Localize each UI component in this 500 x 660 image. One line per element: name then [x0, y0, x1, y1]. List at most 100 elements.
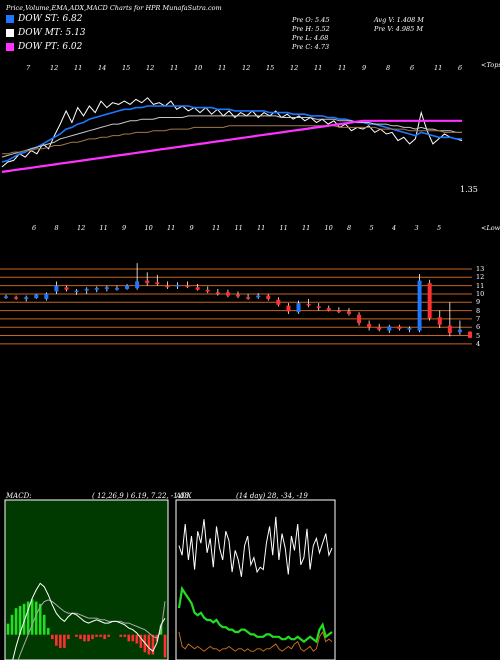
candle-body [387, 326, 392, 331]
candle-body [185, 285, 190, 288]
macd-histogram-bar [75, 634, 78, 637]
adx-line-dx [178, 516, 333, 577]
macd-histogram-bar [50, 634, 54, 640]
candle-body [94, 288, 99, 290]
bottom-date-label: 11 [212, 224, 221, 232]
candle-body [326, 308, 331, 311]
macd-label: MACD: [6, 492, 32, 500]
candle-body [427, 283, 432, 319]
ema-line-price [1, 97, 463, 168]
level-label: 13 [476, 264, 485, 273]
top-date-label: 7 [26, 64, 31, 72]
ema-line-ema-short [1, 105, 462, 163]
candle-body [155, 282, 160, 284]
level-label: 8 [476, 306, 481, 315]
candle-body [296, 303, 301, 313]
candle-body [74, 290, 79, 293]
candle-body [14, 297, 19, 299]
candle-body [34, 294, 39, 299]
level-label: 4 [476, 339, 481, 348]
macd-histogram-bar [46, 628, 50, 635]
pre-volume: Pre V: 4.985 M [374, 25, 424, 33]
top-date-label: 11 [170, 64, 179, 72]
bottom-date-label: 11 [167, 224, 176, 232]
candle-body [54, 285, 59, 292]
bottom-date-label: 5 [369, 224, 374, 232]
bottom-date-label: 8 [347, 224, 352, 232]
top-date-label: 14 [98, 64, 107, 72]
candle-body [357, 314, 362, 324]
macd-histogram-bar [83, 634, 86, 642]
macd-histogram-bar [91, 634, 94, 640]
level-label: 12 [476, 273, 485, 282]
candle-body [336, 310, 341, 313]
macd-frame [4, 499, 169, 660]
macd-histogram-bar [55, 634, 58, 646]
candle-body [84, 288, 89, 291]
pre-open: Pre O: 5.45 [292, 16, 330, 24]
bottom-date-label: 11 [234, 224, 243, 232]
legend-dow-pt: DOW PT: 6.02 [6, 42, 82, 52]
candle-body [316, 306, 321, 309]
level-label: 11 [476, 281, 485, 290]
level-label: 5 [476, 331, 481, 340]
macd-histogram-bar [59, 634, 62, 648]
pre-close: Pre C: 4.73 [292, 43, 330, 51]
legend-swatch-st [6, 15, 14, 23]
macd-histogram-bar [151, 634, 155, 655]
macd-histogram-bar [14, 608, 18, 635]
level-label: 10 [476, 289, 485, 298]
pre-low: Pre L: 4.68 [292, 34, 329, 42]
macd-histogram-bar [22, 603, 26, 635]
tops-label: <Tops [481, 61, 500, 69]
macd-histogram-bar [34, 601, 38, 635]
candle-body [346, 311, 351, 314]
macd-params: ( 12,26,9 ) 6.19, 7.22, -1.03 [92, 492, 189, 500]
top-date-label: 12 [290, 64, 299, 72]
candle-body [286, 305, 291, 312]
top-date-label: 11 [218, 64, 227, 72]
candle-body [225, 292, 230, 296]
macd-histogram-bar [10, 614, 14, 635]
candle-body [24, 297, 29, 299]
legend-dow-st: DOW ST: 6.82 [6, 14, 83, 24]
candle-body [145, 280, 150, 284]
avg-volume: Avg V: 1.408 M [374, 16, 424, 24]
macd-histogram-bar [127, 634, 131, 642]
candle-body [407, 328, 412, 330]
top-date-label: 8 [386, 64, 391, 72]
chart-title: Price,Volume,EMA,ADX,MACD Charts for HPR… [6, 4, 222, 12]
macd-histogram-bar [135, 634, 139, 644]
adx-line-adx [177, 585, 333, 644]
bottom-date-label: 11 [99, 224, 108, 232]
candle-body [437, 317, 442, 325]
macd-histogram-bar [18, 606, 22, 635]
candle-body [195, 287, 200, 290]
bottom-date-label: 11 [257, 224, 266, 232]
bottom-date-label: 11 [302, 224, 311, 232]
bottom-date-label: 10 [144, 224, 153, 232]
bottom-date-label: 12 [77, 224, 86, 232]
macd-histogram-bar [103, 634, 106, 640]
legend-label-st: DOW ST: 6.82 [18, 14, 83, 24]
candle-body [44, 293, 49, 299]
macd-histogram-bar [147, 634, 151, 655]
ema-line-ema-long [2, 125, 462, 155]
macd-histogram-bar [38, 603, 42, 635]
ema-line-ema-pt [1, 119, 462, 173]
macd-histogram-bar [26, 601, 30, 635]
top-date-label: 6 [458, 64, 463, 72]
ema-line-ema-mid [1, 115, 462, 158]
level-label: 9 [476, 298, 481, 307]
macd-histogram-bar [79, 634, 82, 640]
candle-body [306, 303, 311, 306]
bottom-date-label: 5 [437, 224, 442, 232]
legend-swatch-pt [6, 43, 14, 51]
macd-histogram-bar [95, 634, 98, 637]
top-date-label: 12 [146, 64, 155, 72]
macd-histogram-bar [30, 599, 34, 635]
candle-body [104, 287, 109, 289]
top-date-label: 6 [410, 64, 415, 72]
macd-line-macd [12, 582, 166, 660]
